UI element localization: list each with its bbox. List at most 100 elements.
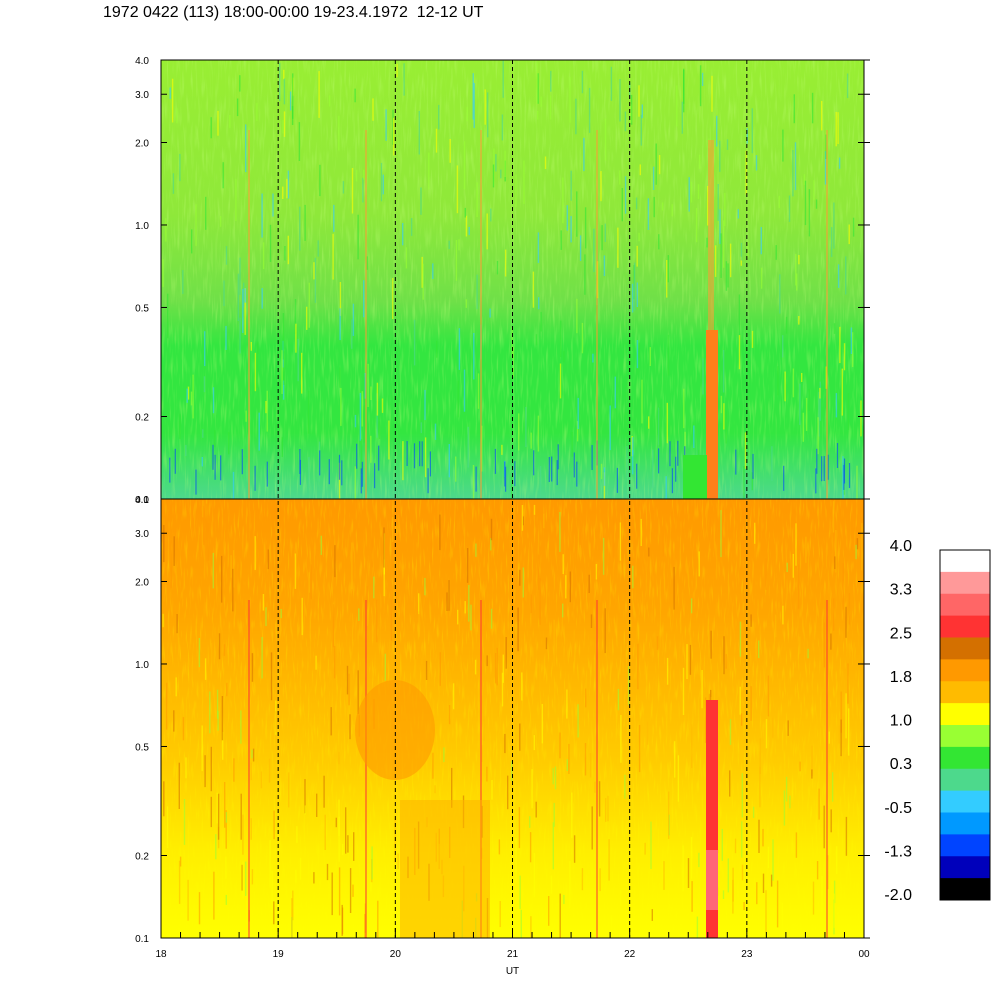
spectrogram-streak bbox=[845, 693, 847, 739]
spectrogram-streak bbox=[676, 85, 678, 127]
spectrogram-streak bbox=[756, 882, 758, 905]
spectrogram-streak bbox=[784, 371, 786, 402]
spectrogram-streak bbox=[295, 869, 297, 883]
spectrogram-streak bbox=[559, 893, 561, 938]
bottom-panel-y-axis: 0.1 0.2 0.5 1.0 2.0 3.0 4.0 bbox=[135, 495, 870, 945]
spectrogram-streak bbox=[833, 598, 835, 631]
spectrogram-streak bbox=[590, 614, 593, 628]
spectrogram-streak bbox=[477, 373, 480, 409]
spectrogram-streak bbox=[794, 142, 797, 191]
spectrogram-streak bbox=[721, 828, 723, 861]
spectrogram-streak bbox=[821, 456, 823, 482]
spectrogram-streak bbox=[648, 416, 650, 429]
spectrogram-streak bbox=[783, 465, 785, 491]
spectrogram-streak bbox=[538, 554, 540, 590]
spectrogram-streak bbox=[476, 182, 478, 218]
spectrogram-streak bbox=[182, 717, 185, 741]
spectrogram-streak bbox=[579, 504, 581, 545]
spectrogram-streak bbox=[289, 91, 292, 111]
spectrogram-streak bbox=[418, 611, 420, 637]
spectrogram-streak bbox=[802, 412, 804, 442]
spectrogram-streak bbox=[779, 274, 781, 314]
spectrogram-streak bbox=[719, 140, 721, 172]
spectrogram-streak bbox=[729, 243, 732, 278]
spectrogram-streak bbox=[515, 174, 517, 207]
spectrogram-streak bbox=[354, 88, 356, 103]
spectrogram-streak bbox=[702, 358, 704, 395]
spectrogram-streak bbox=[537, 232, 540, 263]
spectrogram-streak bbox=[385, 109, 387, 141]
spectrogram-streak bbox=[176, 614, 178, 634]
spectrogram-streak bbox=[604, 118, 607, 161]
spectrogram-streak bbox=[371, 537, 373, 568]
spectrogram-streak bbox=[250, 818, 252, 840]
spectrogram-streak bbox=[681, 101, 683, 134]
spectrogram-streak bbox=[562, 177, 564, 224]
spectrogram-streak bbox=[752, 806, 755, 818]
spectrogram-streak bbox=[392, 278, 394, 319]
spectrogram-streak bbox=[283, 69, 285, 80]
spectrogram-streak bbox=[633, 262, 636, 311]
spectrogram-streak bbox=[833, 893, 835, 928]
spectrogram-streak bbox=[803, 174, 806, 186]
spectrogram-streak bbox=[710, 630, 712, 659]
spectrogram-streak bbox=[230, 555, 232, 578]
spectrogram-streak bbox=[835, 393, 838, 418]
spectrogram-streak bbox=[690, 837, 693, 879]
spectrogram-streak bbox=[537, 415, 540, 452]
spectrogram-streak bbox=[214, 430, 216, 448]
spectrogram-streak bbox=[418, 111, 420, 155]
spectrogram-streak bbox=[729, 719, 732, 745]
spectrogram-streak bbox=[216, 689, 219, 719]
spectrogram-streak bbox=[201, 457, 203, 467]
spectrogram-streak bbox=[301, 352, 303, 394]
spectrogram-streak bbox=[651, 909, 653, 921]
spectrogram-streak bbox=[677, 755, 680, 802]
spectrogram-streak bbox=[787, 720, 789, 736]
spectrogram-streak bbox=[746, 128, 748, 144]
spectrogram-streak bbox=[352, 303, 355, 336]
spectrogram-streak bbox=[817, 417, 819, 455]
spectrogram-streak bbox=[420, 187, 422, 215]
spectrogram-streak bbox=[799, 636, 801, 654]
spectrogram-streak bbox=[464, 207, 466, 218]
colorbar-label: -0.5 bbox=[884, 800, 912, 817]
spectrogram-streak bbox=[410, 218, 413, 236]
spectrogram-streak bbox=[339, 282, 342, 316]
spectrogram-streak bbox=[507, 775, 509, 810]
spectrogram-streak bbox=[236, 98, 239, 117]
spectrogram-streak bbox=[209, 691, 211, 734]
spectrogram-streak bbox=[210, 796, 212, 828]
spectrogram-streak bbox=[465, 299, 467, 308]
spectrogram-streak bbox=[566, 759, 568, 771]
colorbar-swatch bbox=[940, 615, 990, 638]
spectrogram-streak bbox=[221, 696, 224, 741]
spectrogram-streak bbox=[518, 413, 520, 451]
spectrogram-streak bbox=[709, 516, 711, 549]
spectrogram-streak bbox=[504, 249, 507, 277]
spectrogram-streak bbox=[636, 340, 639, 369]
spectrogram-streak bbox=[603, 255, 606, 277]
y-tick-label: 0.2 bbox=[135, 413, 149, 424]
spectrogram-streak bbox=[276, 912, 279, 938]
spectrogram-streak bbox=[571, 792, 573, 838]
spectrogram-streak bbox=[179, 856, 182, 867]
spectrogram-streak bbox=[559, 363, 562, 399]
spectrogram-streak bbox=[187, 879, 189, 921]
spectrogram-streak bbox=[699, 65, 702, 107]
spectrogram-streak bbox=[658, 234, 660, 250]
spectrogram-streak bbox=[190, 391, 193, 406]
spectrogram-streak bbox=[788, 195, 791, 222]
spectrogram-streak bbox=[304, 204, 306, 241]
spectrogram-streak bbox=[639, 164, 641, 176]
spectrogram-streak bbox=[430, 518, 432, 563]
spectrogram-streak bbox=[661, 202, 664, 211]
spectrogram-streak bbox=[226, 682, 228, 697]
spectrogram-streak bbox=[653, 196, 655, 218]
spectrogram-streak bbox=[808, 388, 810, 411]
spectrogram-streak bbox=[539, 578, 541, 625]
spectrogram-streak bbox=[246, 895, 248, 924]
y-tick-label: 1.0 bbox=[135, 660, 149, 671]
spectrogram-streak bbox=[363, 280, 365, 318]
spectrogram-streak bbox=[638, 85, 640, 117]
